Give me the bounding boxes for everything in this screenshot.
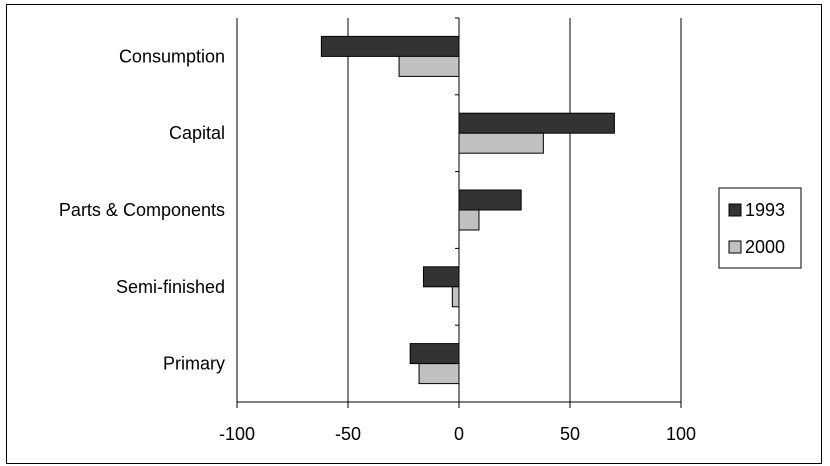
bar-1993	[458, 112, 615, 134]
x-tick-label: 100	[666, 424, 696, 444]
legend-swatch-2000	[728, 240, 742, 254]
category-label: Parts & Components	[59, 200, 225, 220]
bar-2000	[458, 209, 480, 231]
bar-2000	[451, 286, 460, 308]
category-label: Consumption	[119, 46, 225, 66]
category-label: Primary	[163, 354, 225, 374]
legend-swatch-1993	[728, 203, 742, 217]
bar-2000	[418, 363, 460, 385]
bar-1993	[320, 35, 460, 57]
legend-label: 2000	[745, 237, 785, 257]
chart-frame	[6, 4, 822, 464]
legend-label: 1993	[745, 200, 785, 220]
bar-1993	[458, 189, 522, 211]
x-tick-label: 0	[454, 424, 464, 444]
category-label: Capital	[169, 123, 225, 143]
x-tick-label: -50	[335, 424, 361, 444]
bar-1993	[422, 266, 460, 288]
bar-2000	[458, 132, 544, 154]
bar-1993	[409, 343, 460, 365]
category-label: Semi-finished	[116, 277, 225, 297]
bar-2000	[398, 55, 460, 77]
x-tick-label: -100	[219, 424, 255, 444]
legend-box	[718, 187, 802, 269]
x-tick-label: 50	[560, 424, 580, 444]
